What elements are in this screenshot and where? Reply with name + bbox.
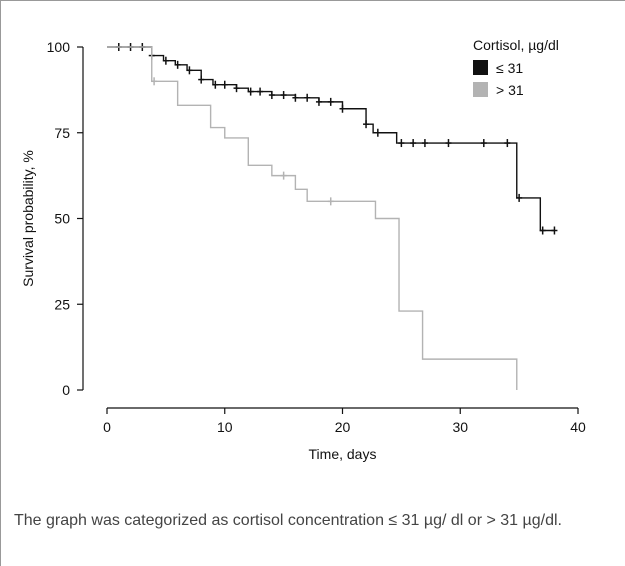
y-tick-label: 75	[54, 125, 70, 141]
legend-swatch	[473, 60, 488, 75]
legend-swatch	[473, 82, 488, 97]
x-tick-label: 0	[103, 419, 111, 435]
x-tick-label: 30	[452, 419, 468, 435]
x-tick-label: 10	[217, 419, 233, 435]
x-tick-label: 40	[570, 419, 586, 435]
y-tick-label: 0	[62, 382, 70, 398]
y-tick-label: 50	[54, 211, 70, 227]
survival-chart: 0 10 20 30 40 0 25 50 75 100 Time, days Survival pr…	[20, 37, 586, 462]
plot-area	[107, 43, 558, 390]
legend-label: > 31	[496, 82, 524, 98]
figure-caption: The graph was categorized as cortisol co…	[14, 512, 562, 529]
legend: Cortisol, µg/dl ≤ 31 > 31	[473, 37, 559, 98]
y-tick-label: 25	[54, 296, 70, 312]
x-axis-title: Time, days	[309, 446, 377, 462]
legend-label: ≤ 31	[496, 60, 523, 76]
y-tick-label: 100	[47, 39, 71, 55]
y-axis-title: Survival probability, %	[20, 150, 36, 287]
legend-title: Cortisol, µg/dl	[473, 37, 559, 53]
series-line-high-cortisol	[107, 46, 518, 390]
x-tick-label: 20	[335, 419, 351, 435]
axes: 0 10 20 30 40 0 25 50 75 100 Time, days Survival pr…	[20, 39, 586, 462]
